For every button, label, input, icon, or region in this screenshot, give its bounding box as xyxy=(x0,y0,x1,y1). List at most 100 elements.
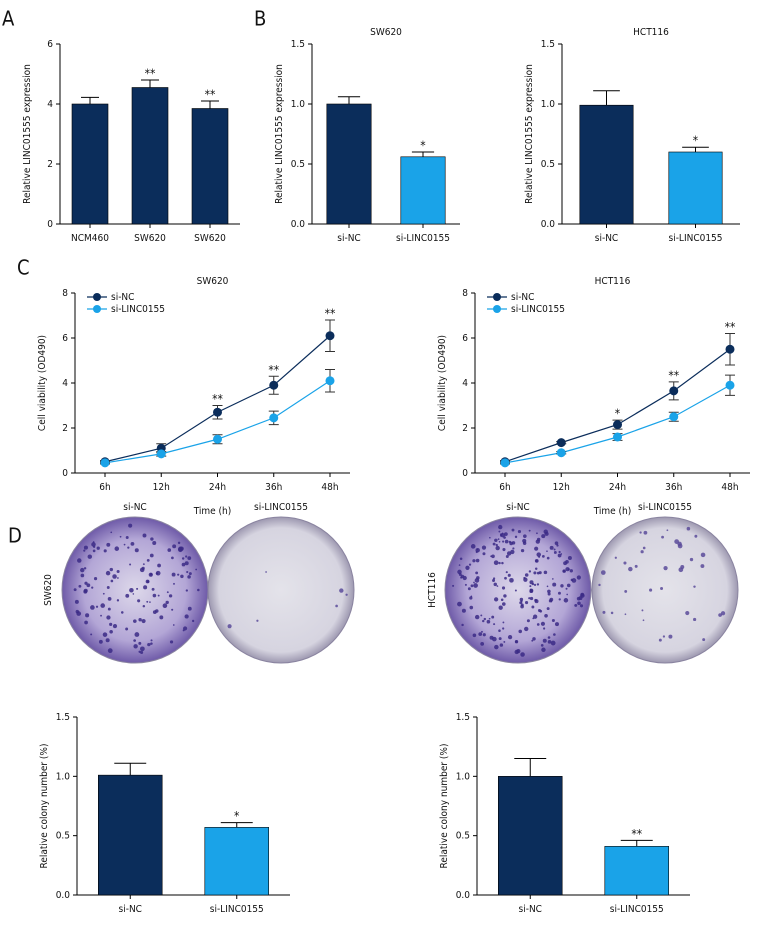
colony xyxy=(529,596,534,601)
error-bar xyxy=(682,146,709,152)
colony xyxy=(547,589,551,594)
colony xyxy=(509,578,514,583)
colony xyxy=(147,642,151,647)
colony xyxy=(524,573,529,577)
colony xyxy=(470,584,474,588)
colony xyxy=(534,546,539,551)
colony xyxy=(83,545,88,550)
colony xyxy=(172,544,177,549)
colony xyxy=(628,566,633,572)
colony xyxy=(83,589,88,594)
y-tick-label: 0.0 xyxy=(541,219,556,230)
colony xyxy=(83,549,86,552)
colony xyxy=(493,623,496,626)
legend-marker xyxy=(493,305,501,313)
colony xyxy=(87,554,93,559)
colony xyxy=(504,576,507,580)
y-tick-label: 0.0 xyxy=(291,219,306,230)
colony xyxy=(518,629,523,634)
colony xyxy=(184,614,189,619)
error-bar xyxy=(141,79,159,88)
colony xyxy=(520,603,524,607)
colony xyxy=(482,552,486,556)
colony xyxy=(523,534,527,538)
colony xyxy=(565,567,570,572)
colony xyxy=(481,545,487,550)
colony xyxy=(525,601,529,605)
colony xyxy=(523,577,528,582)
colony xyxy=(678,567,684,573)
x-tick-label: 24h xyxy=(209,482,226,493)
colony xyxy=(686,526,691,531)
x-tick-label: si-LINC0155 xyxy=(210,904,264,915)
colony xyxy=(195,568,198,571)
colony xyxy=(661,535,664,539)
colony xyxy=(505,571,508,574)
colony xyxy=(125,593,130,598)
colony xyxy=(469,605,474,610)
colony xyxy=(140,650,144,655)
significance-label: * xyxy=(234,809,240,823)
colony xyxy=(80,567,85,573)
colony xyxy=(185,555,188,558)
legend-label: si-LINC0155 xyxy=(511,304,565,315)
colony xyxy=(624,613,627,616)
colony xyxy=(541,554,545,558)
colony xyxy=(509,541,513,546)
y-tick-label: 2 xyxy=(47,159,53,170)
bar xyxy=(98,774,163,896)
colony xyxy=(112,574,117,579)
chart-title: SW620 xyxy=(370,27,402,38)
colony xyxy=(105,570,111,576)
y-tick-label: 0.0 xyxy=(456,890,471,901)
panel-label: D xyxy=(8,524,22,548)
colony xyxy=(90,633,93,636)
bar xyxy=(604,846,669,896)
colony xyxy=(162,603,168,609)
colony xyxy=(467,587,471,591)
colony xyxy=(452,584,455,587)
colony xyxy=(497,538,500,540)
colony xyxy=(129,587,134,593)
colony xyxy=(533,583,537,586)
colony xyxy=(132,593,135,595)
colony xyxy=(528,597,531,600)
colony xyxy=(112,624,118,629)
colony xyxy=(117,577,119,579)
colony xyxy=(544,613,548,618)
error-bar xyxy=(81,96,99,104)
significance-label: ** xyxy=(325,307,336,321)
legend-marker xyxy=(93,305,101,313)
colony xyxy=(515,640,518,644)
colony xyxy=(125,627,129,631)
significance-label: * xyxy=(615,407,621,421)
colony xyxy=(142,604,146,608)
colony xyxy=(110,531,113,534)
colony xyxy=(138,641,142,645)
colony xyxy=(551,618,555,623)
colony xyxy=(107,607,111,611)
colony xyxy=(150,642,153,645)
colony xyxy=(529,585,532,588)
point xyxy=(669,386,679,396)
colony xyxy=(536,552,541,557)
colony xyxy=(542,638,547,643)
y-tick-label: 8 xyxy=(62,288,68,299)
colony xyxy=(134,548,139,553)
colony xyxy=(558,550,561,554)
legend-label: si-NC xyxy=(511,292,534,303)
y-tick-label: 6 xyxy=(47,39,53,50)
x-tick-label: si-NC xyxy=(119,904,142,915)
colony xyxy=(92,549,96,553)
colony xyxy=(534,559,539,563)
colony xyxy=(184,561,189,566)
y-tick-label: 1.0 xyxy=(541,99,556,110)
colony xyxy=(624,589,628,593)
colony xyxy=(181,557,185,560)
colony xyxy=(171,556,174,560)
colony xyxy=(146,558,150,562)
colony xyxy=(538,555,541,558)
colony xyxy=(554,541,559,545)
colony xyxy=(494,538,498,543)
